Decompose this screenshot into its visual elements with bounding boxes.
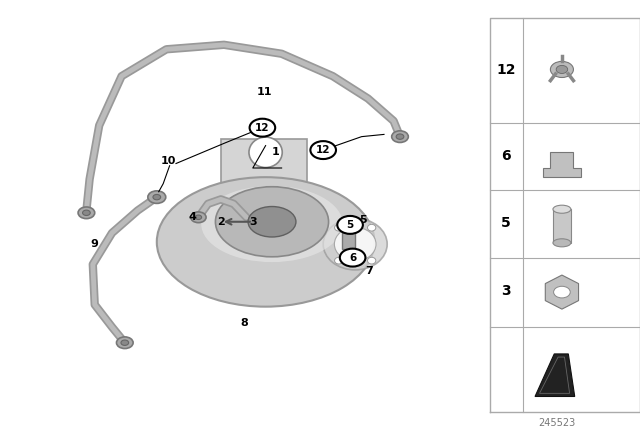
Circle shape bbox=[78, 207, 95, 219]
Bar bbox=[339, 219, 358, 224]
Circle shape bbox=[191, 212, 206, 223]
Text: 3: 3 bbox=[249, 217, 257, 227]
Ellipse shape bbox=[157, 177, 374, 307]
Polygon shape bbox=[535, 354, 575, 396]
Text: 5: 5 bbox=[359, 215, 367, 225]
Ellipse shape bbox=[553, 239, 571, 247]
Text: 11: 11 bbox=[257, 87, 272, 97]
Text: 6: 6 bbox=[349, 253, 356, 263]
Ellipse shape bbox=[367, 257, 376, 264]
Ellipse shape bbox=[335, 224, 343, 231]
Circle shape bbox=[250, 119, 275, 137]
Circle shape bbox=[153, 194, 161, 200]
Ellipse shape bbox=[323, 219, 387, 270]
Circle shape bbox=[396, 134, 404, 139]
Text: 7: 7 bbox=[365, 266, 372, 276]
Circle shape bbox=[554, 286, 570, 298]
Ellipse shape bbox=[201, 186, 343, 262]
Ellipse shape bbox=[248, 207, 296, 237]
Text: 8: 8 bbox=[241, 319, 248, 328]
Text: 245523: 245523 bbox=[538, 418, 575, 428]
Circle shape bbox=[195, 215, 202, 220]
Circle shape bbox=[310, 141, 336, 159]
Ellipse shape bbox=[367, 224, 376, 231]
Ellipse shape bbox=[335, 257, 343, 264]
Circle shape bbox=[121, 340, 129, 345]
Circle shape bbox=[148, 191, 166, 203]
Bar bbox=[553, 209, 571, 243]
Text: 12: 12 bbox=[316, 145, 330, 155]
Bar bbox=[221, 139, 307, 202]
Text: 12: 12 bbox=[255, 123, 269, 133]
Text: 10: 10 bbox=[161, 156, 176, 166]
Text: 3: 3 bbox=[501, 284, 511, 298]
Text: 12: 12 bbox=[497, 63, 516, 78]
Circle shape bbox=[337, 216, 363, 234]
Ellipse shape bbox=[216, 187, 328, 257]
Circle shape bbox=[392, 131, 408, 142]
Text: 2: 2 bbox=[217, 217, 225, 227]
Circle shape bbox=[550, 61, 573, 78]
Text: 4: 4 bbox=[188, 212, 196, 222]
Ellipse shape bbox=[249, 137, 282, 168]
Ellipse shape bbox=[553, 205, 571, 213]
Polygon shape bbox=[543, 152, 581, 177]
Text: 9: 9 bbox=[91, 239, 99, 249]
Ellipse shape bbox=[335, 228, 376, 261]
Text: 6: 6 bbox=[501, 149, 511, 163]
Polygon shape bbox=[545, 275, 579, 309]
Bar bbox=[342, 222, 355, 249]
Circle shape bbox=[556, 65, 568, 73]
Circle shape bbox=[340, 249, 365, 267]
Circle shape bbox=[83, 210, 90, 215]
Text: 1: 1 bbox=[271, 147, 279, 157]
Text: 5: 5 bbox=[346, 220, 354, 230]
Circle shape bbox=[116, 337, 133, 349]
Text: 5: 5 bbox=[501, 216, 511, 230]
